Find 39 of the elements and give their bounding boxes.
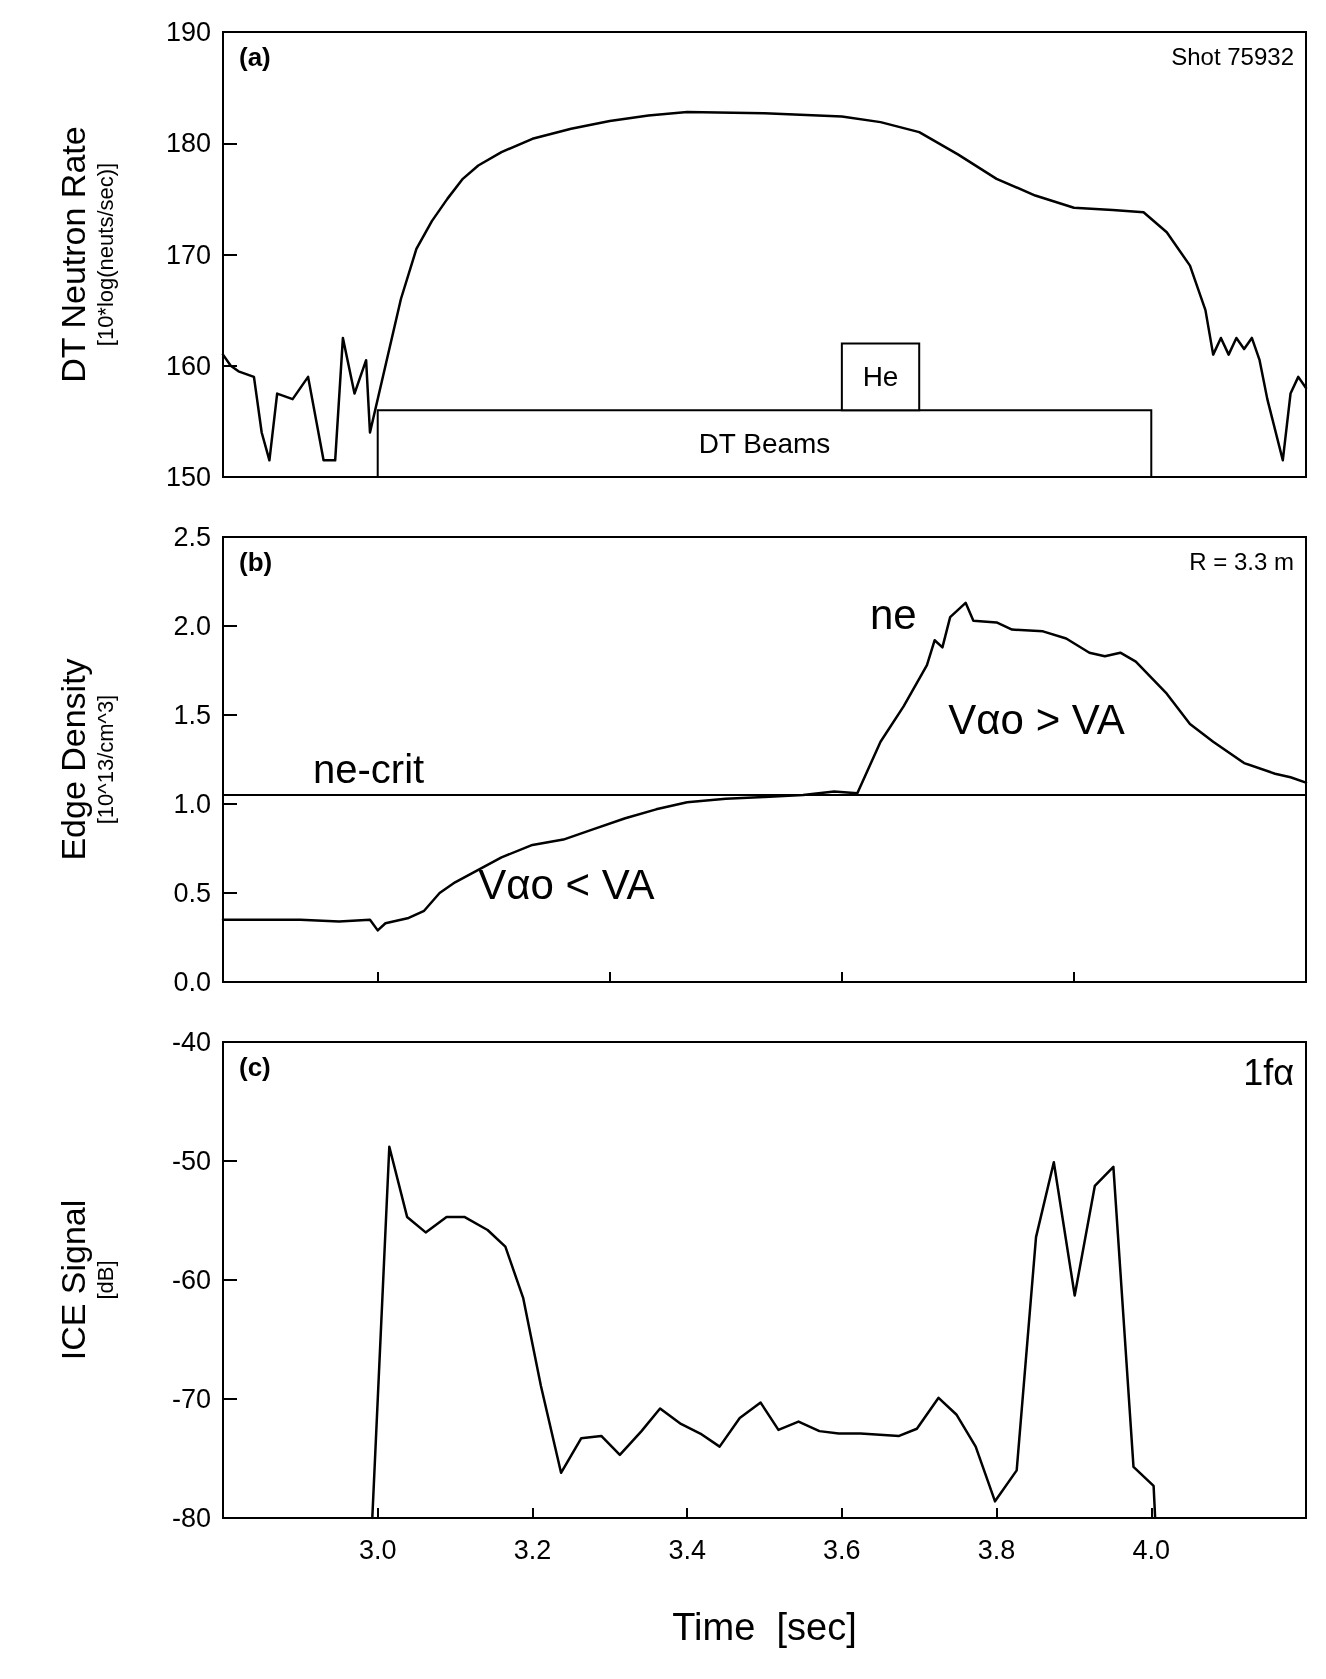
band-label: He	[862, 361, 899, 393]
y-axis-title: DT Neutron Rate [10*log(neuts/sec)]	[54, 126, 118, 383]
y-tick-label: -40	[171, 1027, 211, 1057]
y-tick-label: 170	[165, 239, 211, 270]
annotation: (c)	[239, 1052, 271, 1082]
line-series	[371, 1145, 1157, 1520]
y-tick-label: 150	[165, 462, 211, 492]
annotation: Vαo < VA	[478, 860, 655, 908]
y-tick-label: 160	[165, 350, 211, 381]
y-tick-label: 1.5	[173, 700, 211, 730]
y-tick-label: 2.0	[173, 611, 211, 641]
y-axis-title: Edge Density [10^13/cm^3]	[54, 658, 118, 861]
annotation: Vαo > VA	[948, 695, 1125, 743]
y-tick-label: 0.0	[173, 967, 211, 997]
x-tick-label: 3.8	[977, 1534, 1016, 1565]
y-tick-label: 2.5	[173, 522, 211, 552]
y-tick-label: -70	[171, 1384, 211, 1414]
ref-line-label: ne-crit	[313, 747, 425, 792]
annotation: (b)	[239, 547, 273, 577]
y-tick-label: 0.5	[173, 878, 211, 908]
x-axis-title: Time [sec]	[672, 1606, 857, 1648]
x-tick-label: 3.6	[823, 1534, 861, 1565]
y-tick-label: -50	[171, 1146, 211, 1176]
annotation: 1fα	[1243, 1051, 1295, 1093]
annotation: ne	[869, 590, 917, 638]
band-label: DT Beams	[698, 428, 831, 460]
y-tick-label: -80	[171, 1503, 211, 1533]
x-tick-label: 3.0	[358, 1534, 397, 1565]
x-tick-label: 4.0	[1132, 1534, 1171, 1565]
annotation: (a)	[239, 42, 271, 72]
x-tick-label: 3.4	[668, 1534, 706, 1565]
y-tick-label: -60	[171, 1265, 211, 1295]
annotation: R = 3.3 m	[1189, 547, 1295, 575]
annotation: Shot 75932	[1171, 42, 1294, 70]
y-tick-label: 190	[165, 17, 211, 47]
y-tick-label: 180	[165, 128, 211, 159]
y-axis-title: ICE Signal [dB]	[54, 1199, 118, 1361]
y-tick-label: 1.0	[173, 789, 211, 819]
x-tick-label: 3.2	[513, 1534, 552, 1565]
